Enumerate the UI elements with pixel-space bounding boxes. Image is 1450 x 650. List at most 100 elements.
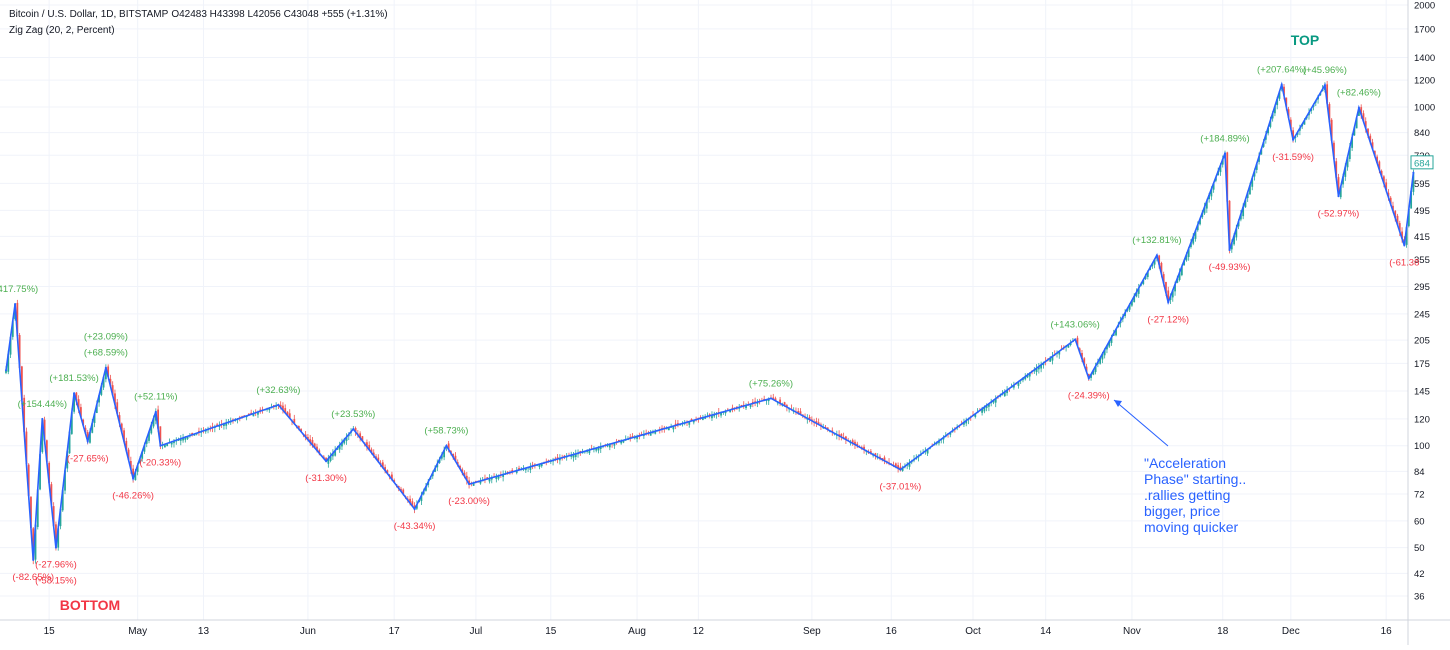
candle-body — [1190, 242, 1192, 248]
candle-body — [93, 413, 96, 423]
candle-body — [1351, 137, 1354, 148]
candle-body — [225, 422, 228, 426]
candle-body — [556, 457, 559, 459]
candle-body — [1364, 121, 1367, 129]
zigzag-pct-labels: +417.75%) (+154.44%) (+181.53%) (+68.59%) (+… — [0, 65, 1419, 587]
price-axis[interactable]: 36 42 50 60 72 84 100 120 145 175 205 245 295 355 415 4… — [1407, 0, 1435, 645]
candle-body — [854, 441, 856, 445]
candle-body — [983, 407, 986, 412]
time-tick-label: 13 — [198, 626, 210, 637]
candle-body — [286, 411, 289, 416]
candle-body — [366, 442, 368, 447]
candle-body — [1128, 304, 1131, 310]
candle-body — [36, 489, 39, 527]
candle-body — [1124, 312, 1127, 317]
candle-body — [300, 429, 302, 432]
candle-body — [1276, 98, 1279, 106]
candle-body — [783, 402, 786, 406]
candle-body — [785, 405, 788, 408]
candle-body — [1330, 119, 1333, 141]
candle-body — [1101, 353, 1104, 360]
candle-body — [1353, 127, 1356, 136]
candle-body — [307, 437, 309, 440]
candle-body — [334, 450, 337, 456]
candle-body — [27, 464, 30, 496]
candle-body — [572, 454, 575, 458]
candle-body — [486, 477, 489, 479]
candle-body — [193, 433, 196, 436]
candle-body — [461, 469, 464, 473]
candle-body — [1067, 344, 1070, 348]
zigzag-line[interactable] — [5, 81, 1415, 560]
candle-body — [415, 504, 418, 509]
candle-body — [111, 385, 114, 396]
pct-label-up: (+132.81%) — [1132, 235, 1181, 246]
candle-body — [447, 443, 450, 450]
candle-body — [384, 467, 386, 471]
candle-body — [370, 449, 373, 453]
candle-body — [59, 509, 62, 527]
candle-body — [817, 422, 820, 425]
pct-label-up: +417.75%) — [0, 284, 38, 295]
candle-body — [11, 320, 14, 337]
zigzag-pivot — [277, 403, 280, 406]
candle-body — [463, 472, 466, 477]
candle-body — [20, 366, 23, 400]
candle-body — [143, 445, 146, 452]
candle-body — [134, 471, 137, 481]
time-tick-label: Nov — [1123, 626, 1141, 637]
candle-body — [1348, 147, 1351, 159]
candle-body — [497, 475, 500, 479]
candle-body — [1389, 197, 1392, 205]
candle-body — [468, 480, 470, 485]
candle-body — [724, 411, 727, 414]
candle-body — [1180, 266, 1183, 276]
candle-body — [981, 408, 983, 413]
candle-body — [41, 418, 44, 453]
pct-label-up: (+82.46%) — [1337, 88, 1381, 99]
zigzag-pivot — [352, 428, 355, 431]
candle-body — [341, 442, 343, 447]
time-axis[interactable]: 15 May 13 Jun 17 Jul 15 Aug 12 Sep 16 Oct 14 Nov 18 Dec… — [0, 619, 1450, 637]
candle-body — [1028, 373, 1031, 377]
note-text-line: bigger, price — [1144, 503, 1220, 519]
candle-body — [1144, 275, 1147, 280]
candle-body — [30, 496, 32, 528]
candle-body — [1083, 358, 1086, 366]
price-tick-label: 1000 — [1414, 102, 1435, 113]
candle-body — [985, 405, 988, 409]
zigzag-pivot — [1323, 84, 1326, 87]
candle-body — [55, 524, 57, 548]
candle-body — [381, 462, 384, 468]
candle-body — [1344, 166, 1347, 177]
candle-body — [338, 445, 341, 450]
candle-body — [1382, 176, 1385, 184]
candle-body — [104, 367, 107, 380]
candle-body — [98, 395, 100, 403]
candle-body — [1367, 128, 1369, 136]
price-tick-label: 840 — [1414, 128, 1430, 139]
candle-body — [808, 416, 811, 420]
candle-body — [1285, 97, 1288, 107]
note-arrow-line — [1113, 399, 1169, 447]
candle-body — [1355, 117, 1358, 129]
pct-label-down: (-27.65%) — [67, 453, 109, 464]
candle-body — [182, 437, 184, 441]
zigzag-pivot — [1167, 301, 1170, 304]
candle-body — [1026, 374, 1029, 378]
candle-body — [118, 415, 121, 424]
candle-body — [440, 454, 443, 459]
candle-body — [1212, 183, 1215, 190]
candle-body — [329, 455, 332, 461]
candle-body — [1035, 368, 1038, 372]
candle-body — [538, 464, 541, 467]
candle-body — [173, 440, 175, 444]
candle-body — [883, 457, 886, 461]
zigzag-pivot — [1292, 138, 1295, 141]
candle-body — [1167, 290, 1170, 303]
candle-body — [1185, 254, 1188, 261]
candle-body — [1162, 274, 1165, 284]
